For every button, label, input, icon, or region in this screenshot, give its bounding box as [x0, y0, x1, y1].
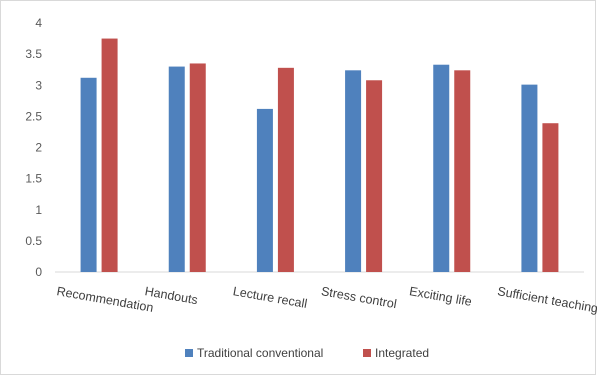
bars-group [80, 38, 559, 273]
bar-integrated-1 [189, 63, 206, 273]
bar-traditional-0 [80, 77, 97, 272]
y-tick-label: 0.5 [25, 234, 42, 248]
bar-integrated-5 [542, 123, 559, 272]
legend-swatch-traditional [185, 349, 193, 357]
bar-traditional-1 [168, 66, 185, 272]
x-category-label: Exciting life [408, 284, 473, 309]
x-category-label: Recommendation [56, 284, 155, 315]
x-category-label: Lecture recall [232, 284, 308, 311]
x-category-label: Sufficient teaching hours [496, 284, 597, 322]
bar-integrated-2 [277, 67, 294, 272]
y-tick-label: 2 [35, 141, 42, 155]
legend-swatch-integrated [363, 349, 371, 357]
y-tick-label: 0 [35, 265, 42, 279]
legend-label-traditional: Traditional conventional [197, 346, 323, 360]
y-tick-label: 1 [35, 203, 42, 217]
bar-integrated-4 [454, 70, 471, 272]
bar-traditional-3 [345, 70, 362, 272]
bar-integrated-0 [101, 38, 118, 272]
x-category-label: Stress control [320, 284, 398, 311]
y-tick-label: 2.5 [25, 109, 42, 123]
bar-integrated-3 [366, 80, 383, 273]
bar-traditional-4 [433, 64, 450, 272]
y-tick-label: 4 [35, 16, 42, 30]
legend-label-integrated: Integrated [375, 346, 429, 360]
bar-traditional-5 [521, 84, 538, 272]
bar-traditional-2 [256, 108, 273, 272]
y-tick-label: 1.5 [25, 172, 42, 186]
legend: Traditional conventional Integrated [185, 346, 429, 360]
y-axis-tick-labels: 0 0.5 1 1.5 2 2.5 3 3.5 4 [25, 16, 42, 279]
y-tick-label: 3 [35, 78, 42, 92]
y-tick-label: 3.5 [25, 47, 42, 61]
